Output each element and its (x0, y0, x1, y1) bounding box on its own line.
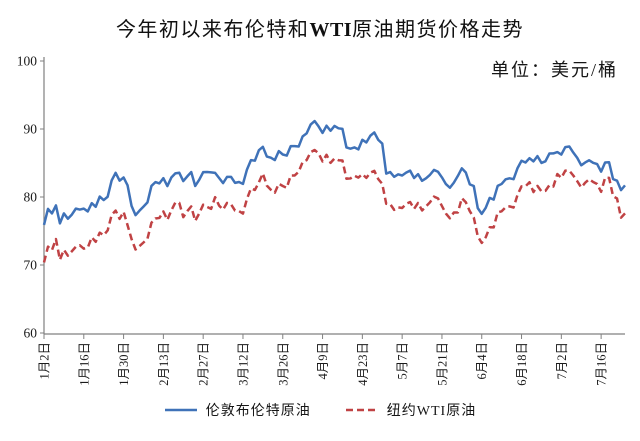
series-line-wti (42, 148, 626, 263)
page-title: 今年初以来布伦特和WTI原油期货价格走势 (0, 13, 640, 42)
x-tick-label: 6月18日 (515, 342, 529, 386)
x-tick-label: 6月4日 (475, 342, 489, 380)
x-tick-label: 7月2日 (555, 342, 569, 380)
legend-item-brent: 伦敦布伦特原油 (164, 400, 311, 420)
y-tick-label: 70 (24, 258, 38, 273)
x-tick-label: 5月7日 (396, 342, 410, 380)
y-tick-label: 60 (24, 326, 38, 341)
series-line-brent (42, 119, 626, 226)
x-tick-label: 3月12日 (236, 342, 250, 386)
chart-legend: 伦敦布伦特原油 纽约WTI原油 (0, 400, 640, 420)
wti-line-sample-icon (345, 408, 378, 412)
title-prefix: 今年初以来布伦特和 (115, 19, 310, 41)
y-tick-label: 100 (17, 54, 38, 69)
x-tick-label: 4月9日 (316, 342, 330, 380)
brent-line-sample-icon (164, 408, 197, 412)
unit-label: 单位：美元/桶 (490, 60, 618, 80)
x-tick-label: 2月27日 (197, 342, 211, 386)
legend-label-wti: 纽约WTI原油 (386, 404, 477, 419)
x-tick-label: 1月2日 (38, 342, 52, 380)
legend-item-wti: 纽约WTI原油 (345, 400, 476, 420)
y-tick-label: 80 (24, 190, 38, 205)
x-tick-label: 1月16日 (77, 342, 91, 386)
legend-label-brent: 伦敦布伦特原油 (205, 404, 311, 419)
x-tick-label: 4月23日 (356, 342, 370, 386)
title-wti: WTI (309, 19, 353, 41)
x-tick-label: 3月26日 (276, 342, 290, 386)
x-tick-label: 1月30日 (117, 342, 131, 386)
title-suffix: 原油期货价格走势 (352, 19, 525, 41)
x-tick-label: 5月21日 (435, 342, 449, 386)
x-tick-label: 7月16日 (595, 342, 609, 386)
y-tick-label: 90 (24, 122, 38, 137)
x-tick-label: 2月13日 (157, 342, 171, 386)
